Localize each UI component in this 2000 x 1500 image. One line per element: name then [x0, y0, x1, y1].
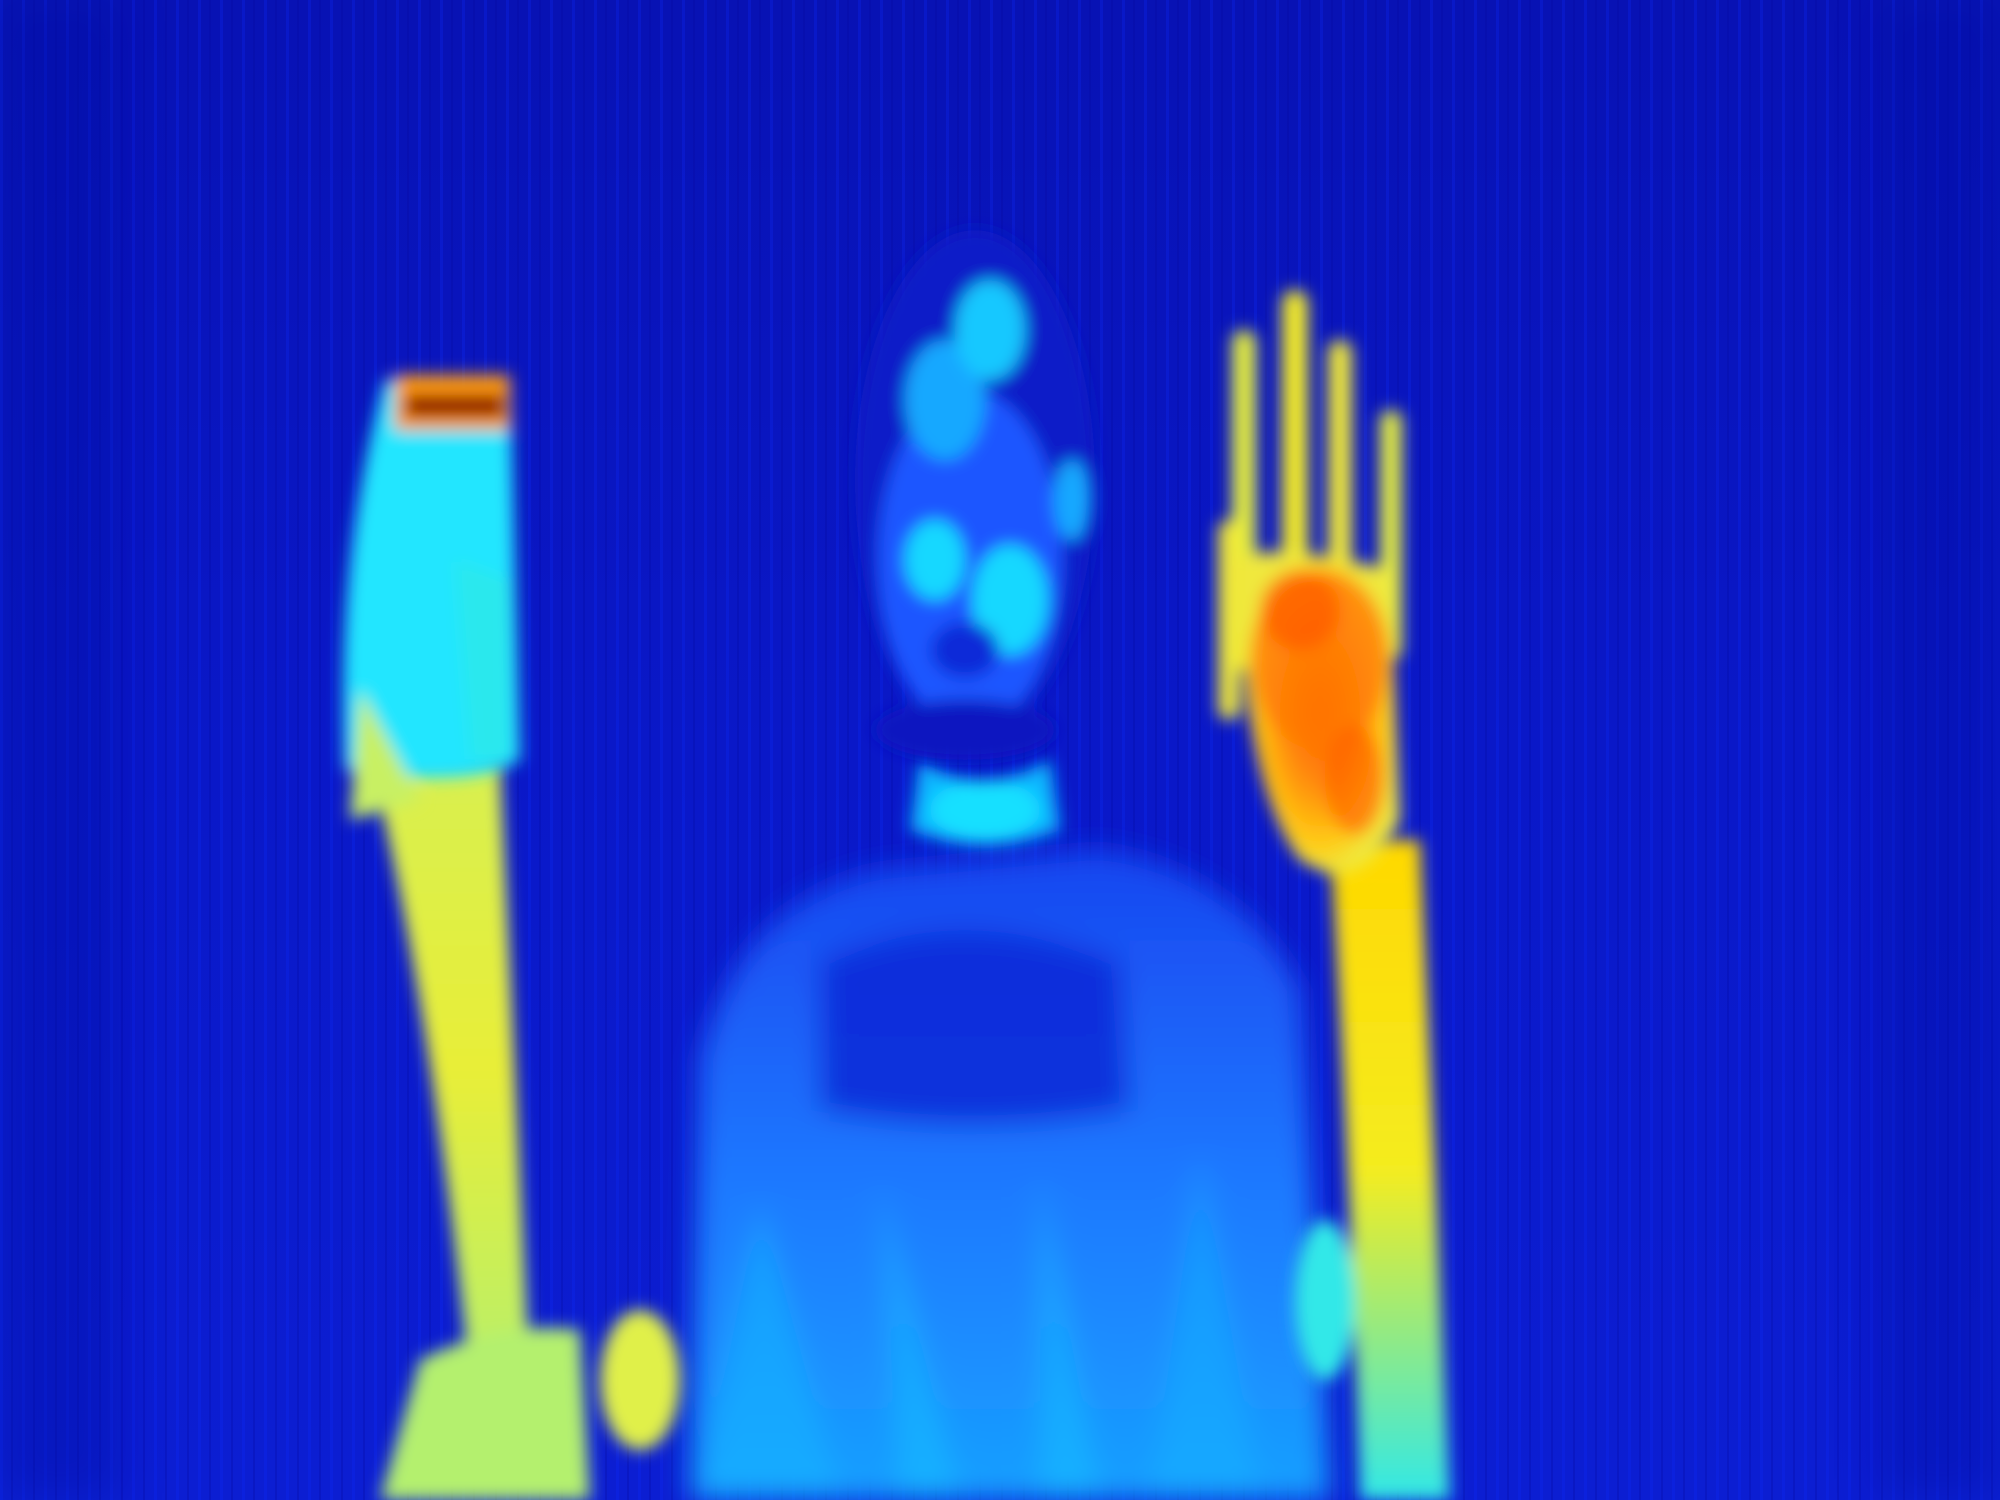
open-palm: [1218, 290, 1402, 874]
phone: [343, 375, 520, 820]
torso: [690, 850, 1330, 1500]
head: [855, 230, 1095, 760]
neck: [910, 760, 1060, 845]
left-arm: [370, 760, 680, 1500]
right-arm: [1295, 840, 1450, 1500]
